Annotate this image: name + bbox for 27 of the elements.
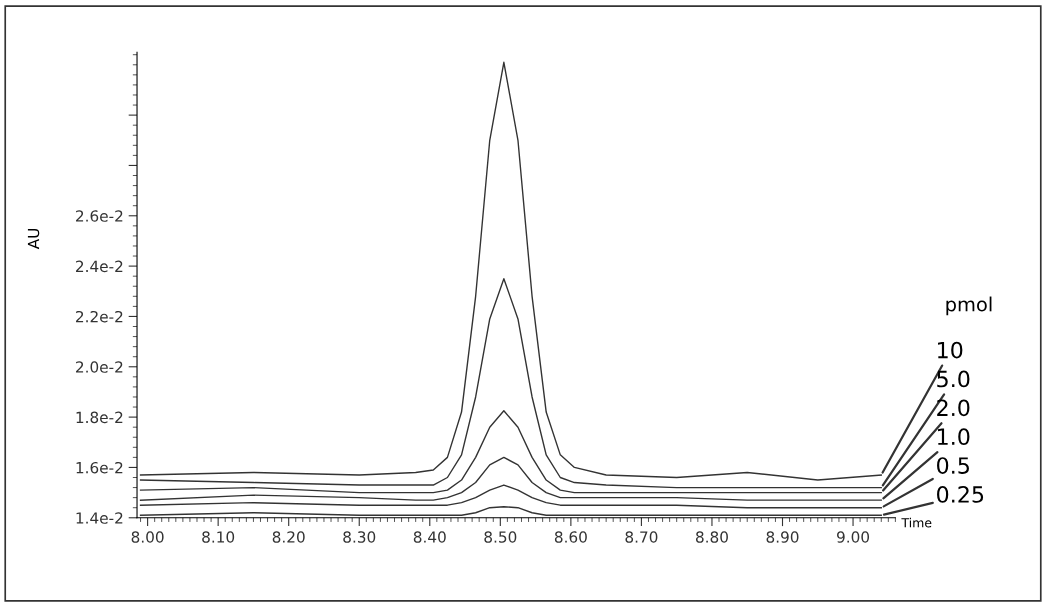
y-tick-label: 2.4e-2: [76, 260, 123, 273]
x-tick-label: 8.60: [554, 531, 587, 543]
y-axis-title: AU: [27, 228, 40, 250]
legend-title: pmol: [946, 296, 992, 316]
x-tick-label: 8.90: [766, 531, 799, 543]
x-tick-label: 8.70: [625, 531, 658, 543]
legend-label: 0.5: [937, 457, 969, 474]
y-tick-label: 1.6e-2: [76, 461, 123, 474]
y-tick-label: 1.8e-2: [76, 411, 123, 424]
x-tick-label: 8.40: [413, 531, 446, 543]
x-tick-label: 8.80: [695, 531, 728, 543]
text: 10: [938, 341, 963, 359]
x-axis-title: Time: [901, 517, 932, 528]
y-tick-label: 1.4e-2: [76, 512, 123, 524]
text: 1.0: [938, 428, 970, 446]
x-tick-label: 9.00: [837, 531, 870, 543]
text: 5.0: [937, 370, 970, 388]
x-tick-label: 8.20: [272, 531, 305, 543]
legend-label: 0.25: [937, 485, 984, 503]
x-tick-label: 8.50: [484, 531, 517, 543]
y-tick-label: 2.2e-2: [76, 310, 123, 323]
text: 2.0: [937, 399, 970, 417]
y-tick-label: 2.6e-2: [76, 210, 123, 222]
y-tick-label: 2.0e-2: [76, 361, 123, 373]
x-tick-label: 8.10: [202, 531, 235, 543]
x-tick-label: 8.30: [343, 531, 376, 543]
x-tick-label: 8.00: [131, 531, 164, 543]
